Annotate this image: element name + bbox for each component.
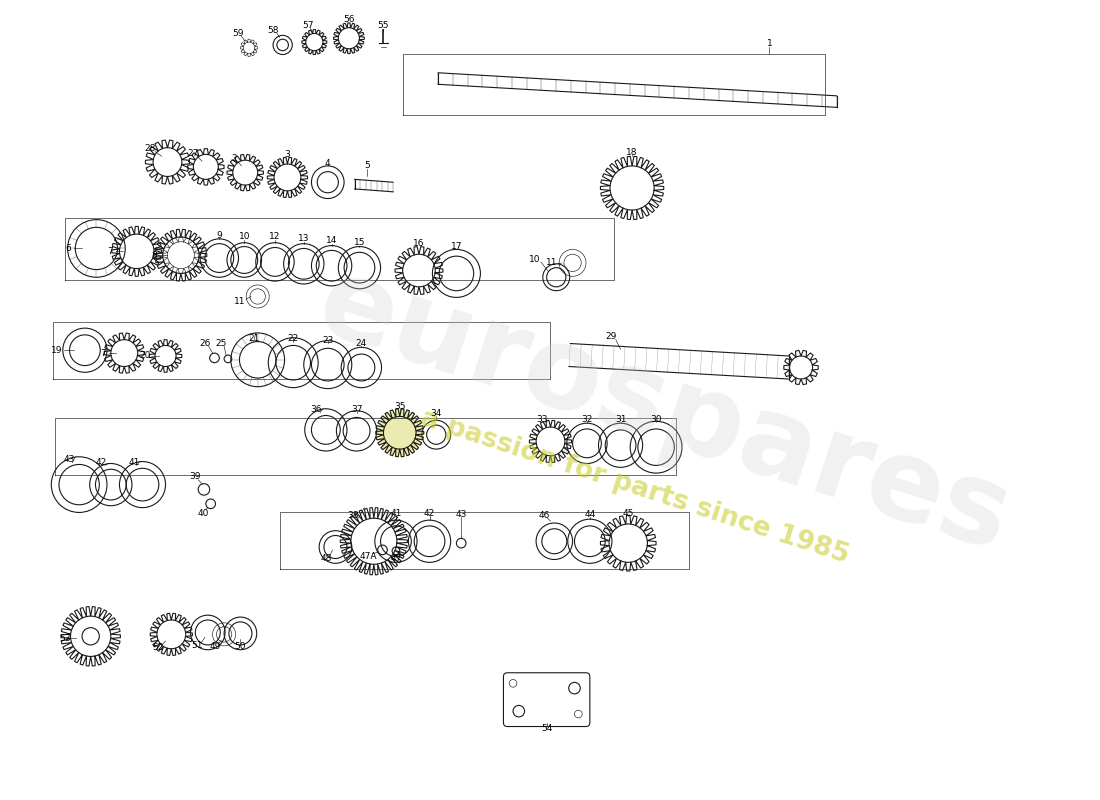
Text: 9: 9 <box>217 230 222 239</box>
Text: 27: 27 <box>188 149 199 158</box>
Text: 43: 43 <box>64 455 75 464</box>
Text: 34: 34 <box>430 409 442 418</box>
Text: 59: 59 <box>232 29 243 38</box>
Text: 26: 26 <box>199 339 210 348</box>
Polygon shape <box>376 409 424 457</box>
Text: 13: 13 <box>298 234 309 243</box>
Text: 38: 38 <box>346 511 359 520</box>
Text: 16: 16 <box>414 239 425 248</box>
Text: 7: 7 <box>100 349 106 358</box>
Text: 36: 36 <box>310 406 322 414</box>
Text: 5: 5 <box>364 162 370 170</box>
Text: 49: 49 <box>210 642 221 651</box>
Text: 28: 28 <box>144 144 156 153</box>
Text: 18: 18 <box>626 148 638 157</box>
Text: 14: 14 <box>326 236 338 246</box>
Text: 57: 57 <box>301 22 314 30</box>
Text: 41: 41 <box>129 458 140 467</box>
Text: 54: 54 <box>541 724 552 733</box>
Text: 17: 17 <box>451 242 462 251</box>
Text: 12: 12 <box>270 233 280 242</box>
Text: 25: 25 <box>216 339 227 348</box>
Text: 22: 22 <box>287 334 299 343</box>
Text: 4: 4 <box>324 158 331 167</box>
Text: 35: 35 <box>394 402 406 411</box>
Text: 43: 43 <box>455 510 466 519</box>
Text: 11: 11 <box>233 297 245 306</box>
Text: 47A: 47A <box>360 552 377 561</box>
Text: 33: 33 <box>536 415 548 424</box>
Text: 37: 37 <box>351 406 362 414</box>
Text: 41: 41 <box>390 509 402 518</box>
Text: 39: 39 <box>189 473 201 482</box>
Text: 8: 8 <box>151 250 157 260</box>
Text: 56: 56 <box>343 15 354 25</box>
Text: eurospares: eurospares <box>304 246 1023 574</box>
Text: 1: 1 <box>767 38 772 47</box>
Text: 32: 32 <box>581 415 593 424</box>
Text: a passion for parts since 1985: a passion for parts since 1985 <box>417 406 852 570</box>
Text: 44: 44 <box>584 510 595 519</box>
Text: 31: 31 <box>615 415 626 424</box>
Text: 58: 58 <box>267 26 278 35</box>
Text: 10: 10 <box>529 254 541 263</box>
Text: 52: 52 <box>152 643 164 652</box>
Text: 20: 20 <box>140 351 151 361</box>
Text: 2: 2 <box>231 154 236 162</box>
Text: 40: 40 <box>197 509 209 518</box>
Text: 53: 53 <box>59 634 70 642</box>
Text: 50: 50 <box>234 642 246 651</box>
Text: 21: 21 <box>249 334 260 343</box>
Text: 55: 55 <box>377 22 389 30</box>
Text: 6: 6 <box>66 244 72 253</box>
Text: 15: 15 <box>354 238 365 247</box>
Text: 19: 19 <box>52 346 63 354</box>
Text: 11: 11 <box>546 258 558 267</box>
Text: 7: 7 <box>107 247 112 256</box>
Text: 24: 24 <box>355 339 367 348</box>
Text: 42: 42 <box>424 509 436 518</box>
Text: 30: 30 <box>650 415 662 424</box>
Text: 47: 47 <box>390 554 402 563</box>
Text: 45: 45 <box>623 509 634 518</box>
Text: 46: 46 <box>538 511 550 520</box>
Text: 29: 29 <box>605 332 617 342</box>
Text: 10: 10 <box>239 233 250 242</box>
Text: 3: 3 <box>285 150 290 159</box>
Text: 42: 42 <box>96 458 107 467</box>
Text: 51: 51 <box>191 642 204 650</box>
Text: 23: 23 <box>322 336 333 345</box>
Text: 48: 48 <box>320 554 331 563</box>
